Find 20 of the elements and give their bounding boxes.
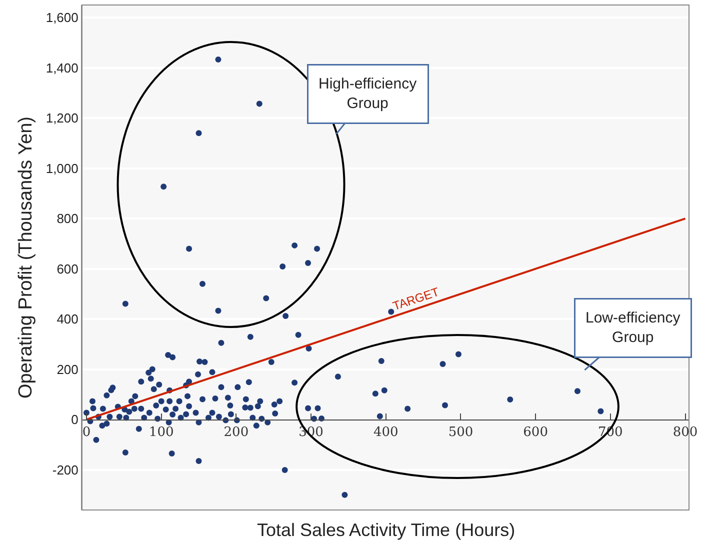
x-tick-label: 0	[82, 425, 91, 440]
x-axis-title: Total Sales Activity Time (Hours)	[257, 520, 516, 540]
y-tick-label: 400	[56, 312, 78, 327]
y-tick-label: 0	[71, 412, 78, 428]
y-tick-label: 1,400	[46, 60, 78, 76]
y-tick-label: -200	[52, 462, 78, 478]
x-tick-label: 500	[448, 425, 474, 440]
y-tick-label: 200	[56, 362, 78, 377]
y-tick-label: 1,600	[46, 10, 78, 26]
y-tick-label: 600	[56, 261, 78, 276]
y-axis-title: Operating Profit (Thousands Yen)	[16, 116, 37, 399]
annotation: High-efficiency Group	[318, 76, 418, 112]
y-tick-label: 1,200	[46, 110, 78, 126]
x-tick-label: 100	[148, 425, 174, 440]
y-tick-label: 800	[56, 211, 78, 226]
x-tick-label: 400	[373, 425, 398, 440]
x-tick-label: 200	[224, 425, 249, 440]
y-tick-label: 1,000	[46, 160, 78, 176]
x-tick-label: 600	[523, 425, 548, 440]
annotation: Low-efficiency Group	[586, 310, 681, 346]
